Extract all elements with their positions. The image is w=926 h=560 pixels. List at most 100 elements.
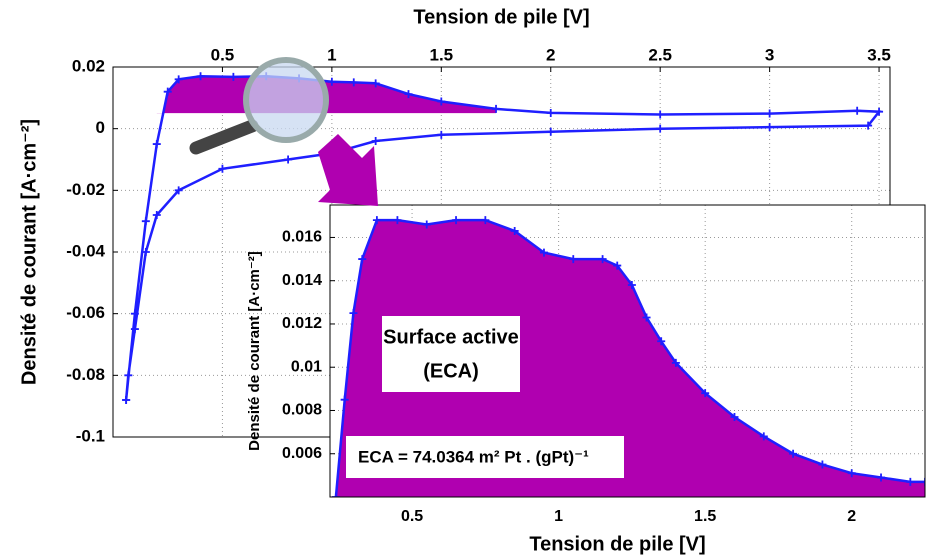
data-marker <box>152 211 161 219</box>
data-marker <box>492 104 501 113</box>
y-tick-label: 0.02 <box>72 56 105 75</box>
x-tick-label: 3.5 <box>867 45 891 64</box>
data-marker <box>372 216 381 225</box>
annotation: ECA = 74.0364 m² Pt . (gPt)⁻¹ <box>358 447 589 466</box>
data-marker <box>875 107 884 116</box>
data-marker <box>656 110 665 119</box>
data-marker <box>847 469 856 478</box>
data-marker <box>730 412 739 421</box>
data-marker <box>174 75 183 84</box>
data-marker <box>152 140 161 149</box>
decoration <box>189 57 378 206</box>
zoom-arrow <box>318 134 378 206</box>
x-tick-label: 0.5 <box>211 45 235 64</box>
x-tick-label: 2 <box>546 45 555 64</box>
annotation-box <box>382 316 520 392</box>
data-marker <box>284 155 293 164</box>
data-marker <box>163 87 172 96</box>
data-marker <box>349 78 358 87</box>
x-axis-label: Tension de pile [V] <box>529 533 705 555</box>
y-tick-label: -0.06 <box>66 303 105 322</box>
data-marker <box>853 106 862 115</box>
data-marker <box>393 216 402 225</box>
data-marker <box>349 309 358 318</box>
data-marker <box>765 123 774 132</box>
data-marker <box>701 389 710 398</box>
data-marker <box>358 255 367 264</box>
data-marker <box>437 97 446 106</box>
data-marker <box>546 127 555 136</box>
x-tick-label: 2.5 <box>648 45 672 64</box>
data-marker <box>196 72 205 81</box>
data-marker <box>864 121 873 130</box>
x-tick-label: 2 <box>847 508 856 525</box>
area-fill <box>335 220 925 497</box>
y-tick-label: -0.1 <box>76 426 105 445</box>
y-tick-label: 0.016 <box>282 229 322 246</box>
magnifier-handle <box>189 119 259 155</box>
data-marker <box>327 77 336 86</box>
data-marker <box>371 79 380 88</box>
data-marker <box>921 477 925 486</box>
data-marker <box>546 108 555 117</box>
y-tick-label: -0.08 <box>66 365 105 384</box>
data-marker <box>437 130 446 139</box>
data-marker <box>765 109 774 118</box>
data-marker <box>906 477 915 486</box>
data-marker <box>642 313 651 322</box>
x-tick-label: 1 <box>327 45 336 64</box>
y-tick-label: 0.008 <box>282 402 322 419</box>
data-marker <box>481 216 490 225</box>
data-marker <box>229 72 238 81</box>
data-marker <box>371 137 380 145</box>
annotation: (ECA) <box>423 360 479 382</box>
data-marker <box>174 186 183 195</box>
x-tick-label: 1 <box>554 508 563 525</box>
y-tick-label: 0.012 <box>282 315 322 332</box>
data-marker <box>671 358 680 367</box>
data-marker <box>627 281 636 290</box>
x-tick-label: 1.5 <box>429 45 453 64</box>
magnifier-lens <box>243 57 329 143</box>
data-marker <box>130 325 139 334</box>
x-tick-label: 0.5 <box>401 508 423 525</box>
data-marker <box>452 216 461 225</box>
data-marker <box>130 309 139 318</box>
data-marker <box>218 164 227 173</box>
data-marker <box>877 473 886 482</box>
annotation: Surface active <box>383 326 519 348</box>
axes-frame <box>329 204 926 498</box>
y-axis-label: Densité de courant [A·cm⁻²] <box>246 251 263 451</box>
data-marker <box>657 337 666 346</box>
data-marker <box>613 261 622 270</box>
x-tick-label: 1.5 <box>694 508 716 525</box>
y-tick-label: 0 <box>96 118 105 137</box>
x-tick-label: 3 <box>765 45 774 64</box>
data-marker <box>818 460 827 469</box>
data-marker <box>422 220 431 229</box>
data-marker <box>598 255 607 264</box>
y-axis-label: Densité de courant [A·cm⁻²] <box>18 119 40 385</box>
data-marker <box>656 124 665 133</box>
data-marker <box>789 449 798 458</box>
y-tick-label: 0.006 <box>282 445 322 462</box>
data-marker <box>331 493 340 497</box>
data-marker <box>569 255 578 264</box>
y-tick-label: 0.01 <box>291 358 322 375</box>
data-marker <box>539 248 548 257</box>
y-tick-label: 0.014 <box>282 272 322 289</box>
y-tick-label: -0.04 <box>66 241 105 260</box>
annotation-box <box>346 436 624 478</box>
data-marker <box>340 395 349 404</box>
data-marker <box>141 217 150 226</box>
x-axis-label: Tension de pile [V] <box>413 6 589 28</box>
data-marker <box>124 371 133 380</box>
inset-chart: 0.5 1 1.5 2 0.006 0.008 0.01 0.012 0.014 0.016 Ten… <box>246 204 926 555</box>
data-marker <box>510 226 519 235</box>
data-marker <box>759 432 768 441</box>
data-marker <box>122 396 131 404</box>
data-marker <box>404 90 413 99</box>
y-tick-label: -0.02 <box>66 180 105 199</box>
data-marker <box>141 248 150 256</box>
